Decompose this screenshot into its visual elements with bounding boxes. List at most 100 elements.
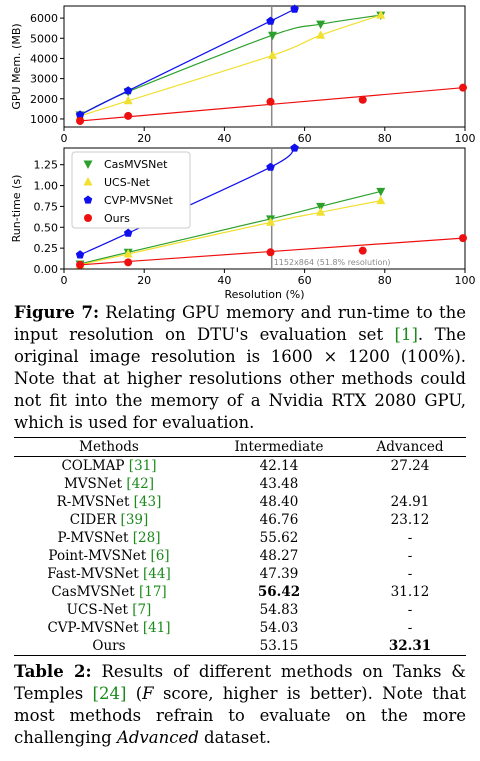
x-tick-label: 40 — [217, 132, 231, 145]
table-caption-text-4: dataset. — [198, 728, 272, 747]
legend-label: Ours — [104, 212, 130, 225]
data-point — [123, 95, 133, 105]
reference-line-label: 1152x864 (51.8% resolution) — [274, 258, 391, 267]
table-header-row: Methods Intermediate Advanced — [14, 437, 466, 457]
legend-label: CVP-MVSNet — [104, 194, 174, 207]
x-tick-label: 60 — [298, 132, 312, 145]
table-row: P-MVSNet [28] 55.62 - — [14, 529, 466, 547]
method-cite[interactable]: [7] — [132, 602, 152, 618]
header-advanced: Advanced — [354, 437, 466, 457]
table-caption-text-2: ( — [126, 684, 143, 703]
intermediate-score: 47.39 — [259, 566, 299, 582]
table-caption-cite[interactable]: [24] — [92, 684, 127, 703]
method-name: R-MVSNet — [56, 494, 130, 510]
table-caption-italic-f: F — [142, 684, 154, 703]
header-methods: Methods — [14, 437, 204, 457]
header-intermediate: Intermediate — [204, 437, 354, 457]
advanced-score: 23.12 — [390, 512, 430, 528]
y-tick-label: 0.00 — [34, 263, 59, 276]
intermediate-score: 42.14 — [259, 458, 299, 474]
method-name: CIDER — [69, 512, 117, 528]
method-cite[interactable]: [42] — [126, 476, 155, 492]
figure: 0 20 40 60 80 100 1000 2000 3000 4000 5000 6000 GPU … — [0, 0, 480, 300]
data-point — [376, 187, 386, 197]
method-cell: CIDER [39] — [14, 511, 204, 529]
data-point — [290, 4, 299, 13]
table-body: COLMAP [31] 42.14 27.24 MVSNet [42] 43.48 R-M… — [14, 457, 466, 656]
y-tick-label: 4000 — [30, 52, 58, 65]
data-point — [123, 248, 133, 258]
method-cell: Point-MVSNet [6] — [14, 547, 204, 565]
y-tick-label: 1.25 — [34, 159, 59, 172]
table-caption: Table 2: Results of different methods on… — [14, 661, 466, 749]
method-name: COLMAP — [61, 458, 125, 474]
x-tick-label: 100 — [455, 274, 476, 287]
x-tick-label: 100 — [455, 132, 476, 145]
figure-charts: 0 20 40 60 80 100100020003000400050006000GPU … — [10, 4, 476, 300]
legend-marker — [83, 177, 93, 186]
x-tick-label: 0 — [61, 132, 68, 145]
legend-marker — [84, 214, 92, 222]
y-tick-label: 0.75 — [34, 200, 59, 213]
method-cite[interactable]: [44] — [143, 566, 171, 582]
method-cell: CasMVSNet [17] — [14, 583, 204, 601]
method-cite[interactable]: [43] — [133, 494, 162, 510]
intermediate-score: 54.03 — [259, 620, 299, 636]
method-cite[interactable]: [31] — [128, 458, 157, 474]
figure-caption-cite[interactable]: [1] — [394, 325, 418, 344]
data-point — [316, 20, 326, 30]
figure-caption: Figure 7: Relating GPU memory and run-ti… — [14, 302, 466, 434]
intermediate-score: 53.15 — [204, 637, 354, 656]
method-cell: CVP-MVSNet [41] — [14, 619, 204, 637]
method-cell: R-MVSNet [43] — [14, 493, 204, 511]
method-cite[interactable]: [17] — [138, 584, 167, 600]
intermediate-score: 55.62 — [259, 530, 299, 546]
y-axis-label: GPU Mem. (MB) — [10, 23, 23, 109]
y-tick-label: 6000 — [30, 12, 58, 25]
chart-panel-runtime: 0 20 40 60 80 100 0.00 0.25 0.50 0.75 1.00 1.25 Run-… — [10, 143, 476, 300]
method-name: UCS-Net — [66, 602, 128, 618]
data-point — [123, 86, 133, 95]
data-point — [75, 250, 85, 259]
intermediate-score: 48.27 — [259, 548, 299, 564]
data-point — [458, 234, 467, 243]
legend-marker — [83, 195, 93, 204]
advanced-score: - — [407, 530, 413, 546]
method-name: CVP-MVSNet — [47, 620, 139, 636]
results-table: Methods Intermediate Advanced COLMAP [31… — [14, 437, 466, 656]
table-row: Ours 53.15 32.31 — [14, 637, 466, 656]
table-row: Fast-MVSNet [44] 47.39 - — [14, 565, 466, 583]
advanced-score — [354, 475, 466, 493]
data-point — [266, 16, 275, 25]
data-point — [376, 195, 386, 205]
intermediate-score: 43.48 — [259, 476, 299, 492]
table-row: CIDER [39] 46.76 23.12 — [14, 511, 466, 529]
method-cite[interactable]: [39] — [120, 512, 149, 528]
data-point — [358, 95, 367, 104]
chart-panel-memory: 0 20 40 60 80 100 1000 2000 3000 4000 5000 6000 GPU … — [10, 4, 476, 145]
method-name: P-MVSNet — [57, 530, 129, 546]
intermediate-score: 46.76 — [259, 512, 299, 528]
method-cite[interactable]: [41] — [142, 620, 171, 636]
series-line — [79, 8, 295, 116]
plot-frame — [63, 5, 466, 128]
legend-label: CasMVSNet — [104, 158, 168, 171]
series-line — [79, 190, 381, 265]
advanced-score: 31.12 — [390, 584, 430, 600]
data-point — [458, 83, 467, 92]
intermediate-score: 48.40 — [259, 494, 299, 510]
table-row: CVP-MVSNet [41] 54.03 - — [14, 619, 466, 637]
method-cite[interactable]: [28] — [132, 530, 161, 546]
figure-caption-text: Relating GPU memory and run-time to the … — [14, 303, 467, 344]
y-tick-label: 1000 — [30, 113, 58, 126]
data-point — [268, 50, 278, 59]
method-cell: MVSNet [42] — [14, 475, 204, 493]
data-point — [316, 202, 326, 212]
method-cite[interactable]: [6] — [150, 548, 170, 564]
data-point — [316, 30, 326, 39]
table-caption-label: Table 2: — [14, 662, 92, 681]
data-point — [268, 31, 278, 41]
method-name: MVSNet — [63, 476, 123, 492]
plot-frame — [63, 147, 466, 270]
method-cell: UCS-Net [7] — [14, 601, 204, 619]
